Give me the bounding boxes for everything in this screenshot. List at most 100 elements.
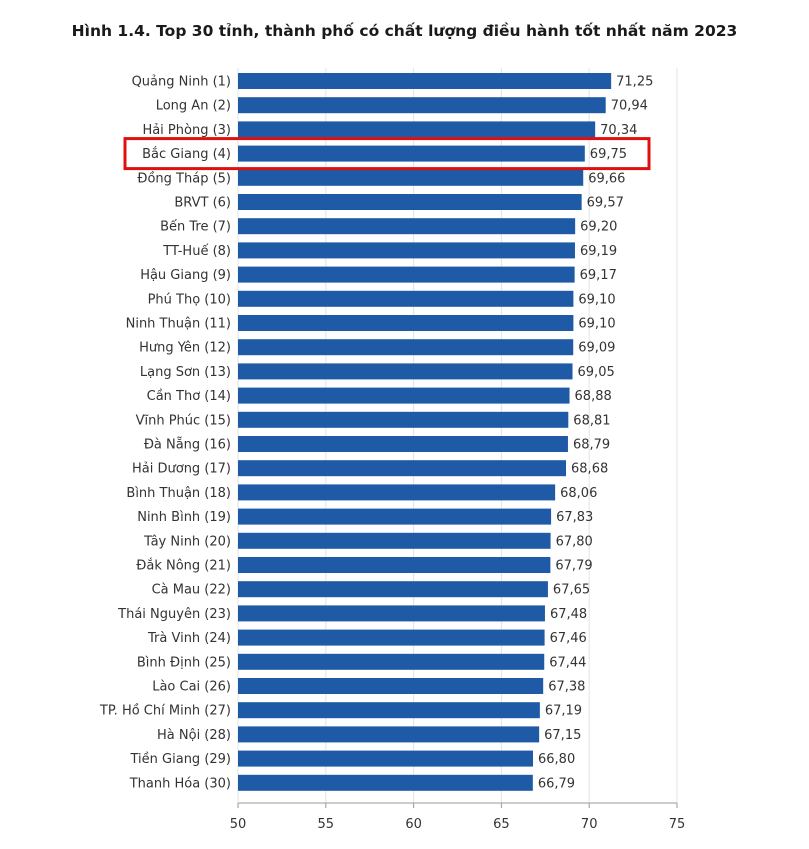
category-label: Đồng Tháp (5) (137, 171, 231, 186)
category-label: Đắk Nông (21) (136, 559, 231, 574)
value-label: 67,48 (550, 607, 587, 622)
category-label: Bình Thuận (18) (126, 486, 231, 501)
bar (238, 363, 573, 380)
bar (238, 484, 556, 501)
category-label: BRVT (6) (174, 196, 231, 211)
value-label: 66,79 (538, 776, 575, 791)
value-label: 69,20 (580, 220, 617, 235)
value-label: 67,15 (544, 728, 581, 743)
bar (238, 145, 585, 162)
category-label: Bình Định (25) (137, 655, 231, 670)
value-label: 68,81 (573, 413, 610, 428)
bar (238, 460, 567, 477)
bars (238, 73, 612, 791)
bar (238, 605, 545, 622)
bar (238, 387, 570, 404)
value-label: 69,57 (587, 196, 624, 211)
category-label: Lạng Sơn (13) (140, 365, 231, 380)
category-label: Hà Nội (28) (157, 728, 231, 743)
bar (238, 774, 533, 791)
category-label: TT-Huế (8) (162, 244, 231, 259)
value-label: 69,10 (578, 317, 615, 332)
category-label: Long An (2) (156, 99, 231, 114)
value-label: 67,80 (556, 534, 593, 549)
value-label: 67,83 (556, 510, 593, 525)
value-label: 67,46 (550, 631, 587, 646)
bar (238, 750, 534, 767)
bar (238, 194, 582, 210)
category-label: Hải Phòng (3) (142, 123, 231, 138)
category-label: Tây Ninh (20) (143, 534, 231, 549)
x-axis: 50 55 60 65 70 75 (230, 802, 686, 832)
x-tick-label: 75 (669, 817, 686, 832)
bar (238, 218, 576, 235)
highlight-box-rect (123, 137, 651, 171)
category-label: Lào Cai (26) (152, 680, 231, 695)
value-label: 68,68 (571, 462, 608, 477)
value-label: 68,88 (575, 389, 612, 404)
category-label: Tiền Giang (29) (130, 752, 231, 767)
category-label: Cà Mau (22) (152, 583, 231, 598)
bar (238, 242, 575, 259)
category-label: Cần Thơ (14) (147, 389, 231, 404)
value-label: 69,09 (578, 341, 615, 356)
value-labels: 71,25 70,94 70,34 69,75 69,66 69,57 69,20 69,19… (538, 75, 654, 792)
x-tick-label: 65 (493, 817, 510, 832)
bar (238, 508, 552, 525)
x-tick-label: 70 (581, 817, 598, 832)
category-label: Hưng Yên (12) (139, 341, 231, 356)
bar (238, 266, 575, 283)
value-label: 67,38 (548, 680, 585, 695)
value-label: 67,79 (555, 559, 592, 574)
bar (238, 315, 574, 331)
bar (238, 121, 596, 138)
x-tick-label: 50 (230, 817, 247, 832)
bar (238, 702, 540, 719)
bar (238, 629, 545, 646)
category-label: TP. Hồ Chí Minh (27) (99, 704, 231, 719)
value-label: 69,17 (580, 268, 617, 283)
value-label: 67,65 (553, 583, 590, 598)
value-label: 71,25 (616, 75, 653, 90)
value-label: 66,80 (538, 752, 575, 767)
value-label: 67,19 (545, 704, 582, 719)
category-label: Ninh Bình (19) (137, 510, 231, 525)
bar (238, 73, 612, 89)
bar (238, 581, 548, 598)
value-label: 68,79 (573, 438, 610, 453)
category-label: Hải Dương (17) (132, 462, 231, 477)
category-label: Bến Tre (7) (160, 220, 231, 235)
bar (238, 411, 569, 428)
value-label: 69,75 (590, 147, 627, 162)
category-label: Ninh Thuận (11) (126, 317, 231, 332)
bar (238, 436, 568, 452)
chart-title: Hình 1.4. Top 30 tỉnh, thành phố có chất… (71, 22, 738, 40)
value-label: 70,34 (600, 123, 637, 138)
value-label: 70,94 (611, 99, 648, 114)
category-label: Thái Nguyên (23) (117, 607, 231, 622)
bar (238, 290, 574, 307)
bar (238, 339, 574, 356)
category-label: Vĩnh Phúc (15) (136, 413, 231, 428)
category-labels: Quảng Ninh (1) Long An (2) Hải Phòng (3) Bắ… (99, 75, 231, 792)
bar (238, 653, 545, 670)
category-label: Trà Vinh (24) (147, 631, 231, 646)
value-label: 68,06 (560, 486, 597, 501)
bar (238, 678, 544, 694)
x-tick-label: 55 (318, 817, 335, 832)
bar (238, 557, 551, 573)
value-label: 69,66 (588, 171, 625, 186)
bar (238, 169, 584, 186)
bar (238, 532, 551, 549)
value-label: 69,05 (578, 365, 615, 380)
category-label: Quảng Ninh (1) (132, 75, 231, 90)
category-label: Hậu Giang (9) (140, 268, 231, 283)
bar (238, 97, 606, 114)
category-label: Thanh Hóa (30) (129, 776, 231, 791)
category-label: Phú Thọ (10) (148, 292, 231, 307)
category-label: Đà Nẵng (16) (144, 438, 231, 453)
bar (238, 726, 540, 743)
category-label: Bắc Giang (4) (142, 147, 231, 162)
value-label: 67,44 (549, 655, 586, 670)
